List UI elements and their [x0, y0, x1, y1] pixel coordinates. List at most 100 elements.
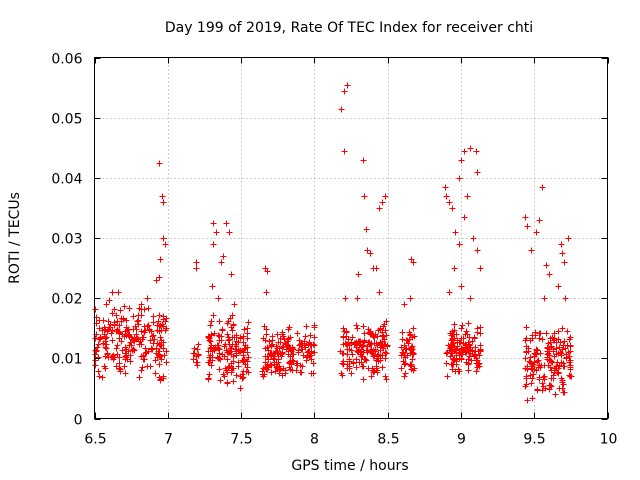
- data-point: [377, 340, 384, 347]
- data-point: [160, 339, 167, 346]
- data-point: [216, 366, 223, 373]
- data-point: [215, 332, 222, 339]
- data-point: [339, 360, 346, 367]
- data-point: [408, 363, 415, 370]
- data-point: [469, 347, 476, 354]
- data-point: [545, 362, 552, 369]
- data-point: [206, 334, 213, 341]
- data-point: [368, 373, 375, 380]
- data-point: [229, 365, 236, 372]
- data-point: [406, 329, 413, 336]
- data-point: [341, 88, 348, 95]
- data-point: [339, 372, 346, 379]
- data-point: [555, 350, 562, 357]
- data-point: [477, 347, 484, 354]
- data-point: [448, 332, 455, 339]
- data-point: [106, 297, 113, 304]
- data-point: [361, 330, 368, 337]
- data-point: [465, 367, 472, 374]
- data-point: [560, 381, 567, 388]
- data-point: [410, 351, 417, 358]
- data-point: [458, 283, 465, 290]
- data-point: [143, 349, 150, 356]
- data-point: [353, 322, 360, 329]
- data-point: [402, 370, 409, 377]
- data-point: [444, 373, 451, 380]
- x-tick-label: 9.5: [523, 432, 545, 448]
- chart-title: Day 199 of 2019, Rate Of TEC Index for r…: [165, 20, 533, 36]
- data-point: [226, 336, 233, 343]
- data-point: [456, 241, 463, 248]
- data-point: [218, 259, 225, 266]
- data-point: [210, 241, 217, 248]
- data-point: [359, 363, 366, 370]
- data-point: [130, 313, 137, 320]
- data-point: [365, 339, 372, 346]
- data-point: [338, 106, 345, 113]
- data-point: [108, 330, 115, 337]
- data-point: [376, 205, 383, 212]
- data-point: [402, 354, 409, 361]
- data-point: [452, 229, 459, 236]
- data-point: [160, 313, 167, 320]
- data-point: [221, 373, 228, 380]
- data-point: [209, 348, 216, 355]
- data-point: [342, 295, 349, 302]
- data-point: [95, 368, 102, 375]
- data-point: [401, 301, 408, 308]
- data-point: [382, 193, 389, 200]
- data-point: [138, 328, 145, 335]
- data-point: [122, 344, 129, 351]
- data-point: [451, 321, 458, 328]
- data-point: [377, 355, 384, 362]
- data-point: [268, 352, 275, 359]
- data-point: [134, 335, 141, 342]
- data-point: [230, 378, 237, 385]
- data-point: [376, 289, 383, 296]
- data-point: [407, 295, 414, 302]
- data-point: [449, 366, 456, 373]
- data-point: [121, 303, 128, 310]
- data-point: [260, 365, 267, 372]
- data-point: [273, 364, 280, 371]
- data-point: [340, 361, 347, 368]
- data-point: [278, 353, 285, 360]
- data-point: [139, 364, 146, 371]
- data-point: [477, 265, 484, 272]
- data-point: [379, 329, 386, 336]
- data-point: [456, 175, 463, 182]
- data-point: [536, 330, 543, 337]
- data-point: [344, 82, 351, 89]
- data-point: [276, 363, 283, 370]
- data-point: [528, 365, 535, 372]
- y-tick-labels: 0 0.01 0.02 0.03 0.04 0.05 0.06: [51, 52, 82, 429]
- data-point: [156, 160, 163, 167]
- data-point: [527, 354, 534, 361]
- data-point: [446, 199, 453, 206]
- data-point: [211, 330, 218, 337]
- data-point: [407, 346, 414, 353]
- data-point: [354, 325, 361, 332]
- data-point: [224, 380, 231, 387]
- data-point: [559, 385, 566, 392]
- data-point: [532, 329, 539, 336]
- data-point: [548, 358, 555, 365]
- data-point: [147, 337, 154, 344]
- data-point: [357, 341, 364, 348]
- data-point: [191, 345, 198, 352]
- data-point: [241, 346, 248, 353]
- data-point: [115, 289, 122, 296]
- data-point: [205, 376, 212, 383]
- data-point: [210, 312, 217, 319]
- data-point: [301, 342, 308, 349]
- data-point: [293, 367, 300, 374]
- data-point: [447, 353, 454, 360]
- data-point: [548, 344, 555, 351]
- data-point: [547, 335, 554, 342]
- data-point: [286, 364, 293, 371]
- data-point: [360, 376, 367, 383]
- data-point: [96, 373, 103, 380]
- data-point: [109, 353, 116, 360]
- data-point: [245, 354, 252, 361]
- data-point: [230, 358, 237, 365]
